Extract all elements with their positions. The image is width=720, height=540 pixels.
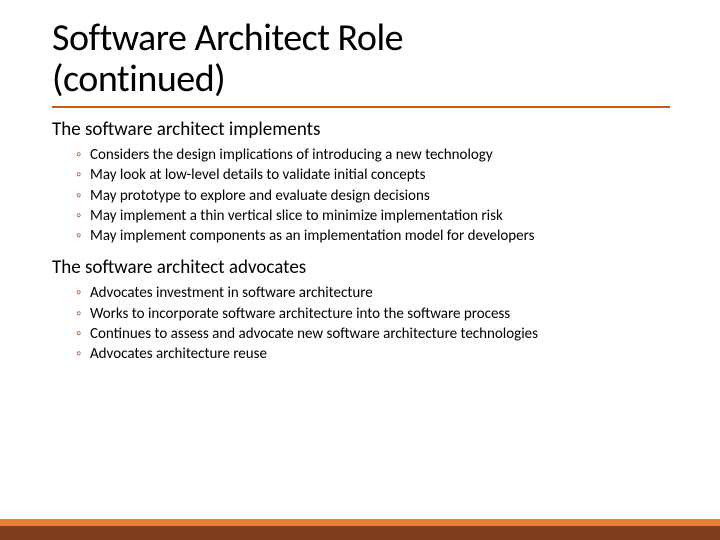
list-item: May implement components as an implement… bbox=[76, 226, 682, 246]
section-implements: The software architect implements Consid… bbox=[52, 118, 682, 246]
list-item: May prototype to explore and evaluate de… bbox=[76, 186, 682, 206]
list-item: Continues to assess and advocate new sof… bbox=[76, 324, 682, 344]
title-line-2: (continued) bbox=[52, 56, 225, 102]
list-item: Advocates architecture reuse bbox=[76, 344, 682, 364]
list-item: May look at low-level details to validat… bbox=[76, 165, 682, 185]
list-item: Considers the design implications of int… bbox=[76, 145, 682, 165]
bullet-list: Advocates investment in software archite… bbox=[52, 283, 682, 364]
title-underline bbox=[52, 106, 670, 108]
list-item: May implement a thin vertical slice to m… bbox=[76, 206, 682, 226]
list-item: Advocates investment in software archite… bbox=[76, 283, 682, 303]
slide-title: Software Architect Role (continued) bbox=[52, 18, 682, 100]
footer-upper-stripe bbox=[0, 519, 720, 526]
section-advocates: The software architect advocates Advocat… bbox=[52, 256, 682, 364]
section-heading: The software architect advocates bbox=[52, 256, 682, 279]
footer-lower-stripe bbox=[0, 526, 720, 540]
list-item: Works to incorporate software architectu… bbox=[76, 304, 682, 324]
footer-bar bbox=[0, 519, 720, 540]
section-heading: The software architect implements bbox=[52, 118, 682, 141]
bullet-list: Considers the design implications of int… bbox=[52, 145, 682, 246]
slide: Software Architect Role (continued) The … bbox=[0, 0, 720, 540]
title-line-1: Software Architect Role bbox=[52, 15, 403, 61]
